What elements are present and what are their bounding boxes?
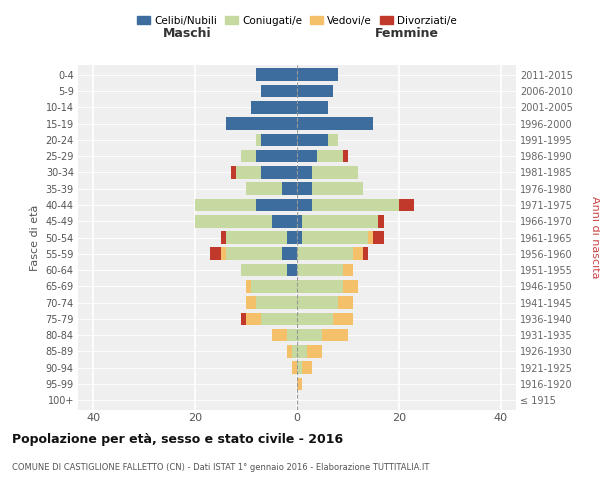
Legend: Celibi/Nubili, Coniugati/e, Vedovi/e, Divorziati/e: Celibi/Nubili, Coniugati/e, Vedovi/e, Di… <box>133 12 461 30</box>
Bar <box>297 264 343 276</box>
Text: COMUNE DI CASTIGLIONE FALLETTO (CN) - Dati ISTAT 1° gennaio 2016 - Elaborazione : COMUNE DI CASTIGLIONE FALLETTO (CN) - Da… <box>12 462 430 471</box>
Bar <box>353 248 363 260</box>
Bar <box>251 101 297 114</box>
Bar <box>211 248 221 260</box>
Bar <box>297 198 312 211</box>
Bar <box>322 329 348 342</box>
Bar <box>221 231 226 244</box>
Bar <box>363 248 368 260</box>
Bar <box>256 68 297 81</box>
Bar <box>246 182 282 195</box>
Bar <box>272 215 297 228</box>
Bar <box>373 231 383 244</box>
Text: Popolazione per età, sesso e stato civile - 2016: Popolazione per età, sesso e stato civil… <box>12 432 343 446</box>
Bar <box>297 280 343 292</box>
Bar <box>379 215 383 228</box>
Bar <box>282 182 297 195</box>
Bar <box>307 345 322 358</box>
Bar <box>297 215 302 228</box>
Bar <box>256 296 297 309</box>
Bar <box>272 329 287 342</box>
Bar <box>226 248 282 260</box>
Y-axis label: Fasce di età: Fasce di età <box>30 204 40 270</box>
Bar <box>256 134 262 146</box>
Bar <box>236 166 262 179</box>
Text: Maschi: Maschi <box>163 27 212 40</box>
Bar <box>297 182 312 195</box>
Bar <box>292 345 297 358</box>
Bar <box>297 68 338 81</box>
Bar <box>297 134 328 146</box>
Bar <box>297 329 322 342</box>
Bar <box>297 101 328 114</box>
Bar <box>195 215 272 228</box>
Bar <box>297 150 317 162</box>
Bar <box>221 248 226 260</box>
Bar <box>246 280 251 292</box>
Bar <box>256 150 297 162</box>
Bar <box>262 134 297 146</box>
Bar <box>302 215 379 228</box>
Bar <box>297 312 332 325</box>
Bar <box>282 248 297 260</box>
Bar <box>297 362 302 374</box>
Bar <box>262 166 297 179</box>
Bar <box>262 84 297 98</box>
Bar <box>368 231 373 244</box>
Bar <box>297 248 353 260</box>
Bar <box>312 198 399 211</box>
Bar <box>226 117 297 130</box>
Bar <box>399 198 414 211</box>
Bar <box>297 117 373 130</box>
Bar <box>302 362 312 374</box>
Bar <box>262 312 297 325</box>
Bar <box>302 231 368 244</box>
Bar <box>231 166 236 179</box>
Bar <box>297 296 338 309</box>
Bar <box>287 231 297 244</box>
Bar <box>292 362 297 374</box>
Bar <box>297 378 302 390</box>
Bar <box>317 150 343 162</box>
Bar <box>297 166 312 179</box>
Bar <box>297 345 307 358</box>
Bar <box>332 312 353 325</box>
Bar <box>241 264 287 276</box>
Bar <box>297 84 332 98</box>
Bar <box>328 134 338 146</box>
Bar <box>241 312 246 325</box>
Bar <box>338 296 353 309</box>
Bar <box>246 312 262 325</box>
Bar <box>241 150 256 162</box>
Bar <box>251 280 297 292</box>
Bar <box>256 198 297 211</box>
Bar <box>287 345 292 358</box>
Text: Femmine: Femmine <box>374 27 439 40</box>
Bar <box>287 264 297 276</box>
Bar <box>297 231 302 244</box>
Bar <box>343 280 358 292</box>
Bar <box>246 296 256 309</box>
Bar <box>343 150 348 162</box>
Bar <box>287 329 297 342</box>
Bar <box>195 198 256 211</box>
Bar <box>226 231 287 244</box>
Bar <box>312 182 363 195</box>
Y-axis label: Anni di nascita: Anni di nascita <box>590 196 600 279</box>
Bar <box>343 264 353 276</box>
Bar <box>312 166 358 179</box>
